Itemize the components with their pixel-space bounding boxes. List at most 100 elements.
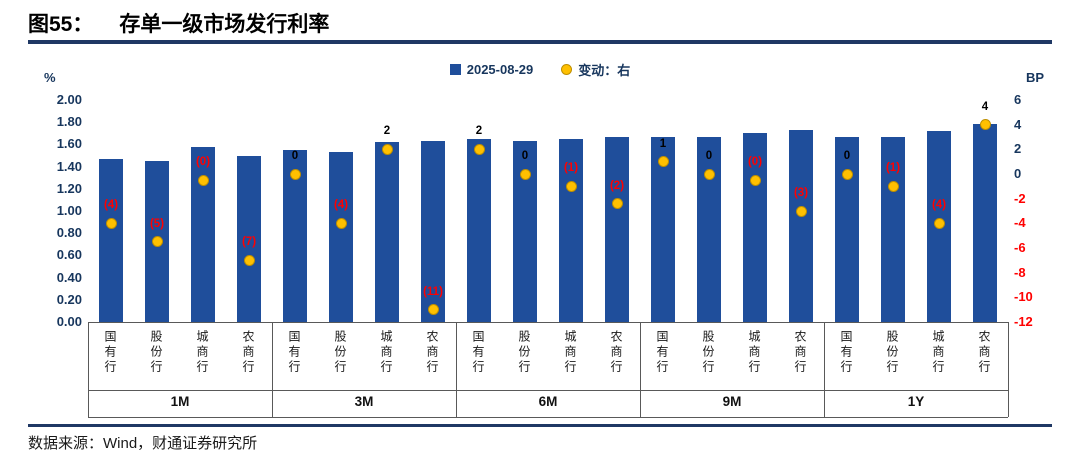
left-axis-tick-label: 1.20 — [56, 180, 82, 196]
change-label-3M-农商行: (11) — [423, 285, 443, 298]
bank-label: 城商行 — [379, 330, 393, 375]
change-dot-6M-农商行 — [611, 198, 623, 210]
bank-label: 股份行 — [517, 330, 531, 375]
left-axis-tick-label: 1.00 — [56, 203, 82, 218]
source-note: 数据来源：Wind，财通证券研究所 — [28, 435, 258, 452]
change-dot-1M-农商行 — [243, 254, 255, 266]
category-bottom-line — [88, 417, 1008, 418]
right-axis-tick-label: -2 — [1014, 190, 1026, 206]
change-dot-6M-股份行 — [519, 168, 531, 180]
bar-6M-国有行 — [467, 138, 491, 322]
bank-label: 股份行 — [885, 330, 899, 375]
change-dot-1Y-城商行 — [933, 217, 945, 229]
period-label-1M: 1M — [170, 394, 190, 409]
bar-9M-城商行 — [743, 133, 767, 322]
group-separator-line — [1008, 322, 1009, 417]
bar-9M-国有行 — [651, 136, 675, 322]
period-label-1Y: 1Y — [907, 394, 925, 409]
bank-label: 国有行 — [655, 330, 669, 375]
bar-3M-农商行 — [421, 141, 445, 322]
legend-bar-label: 2025-08-29 — [466, 62, 534, 77]
change-label-9M-农商行: (3) — [793, 187, 809, 199]
change-dot-1M-股份行 — [151, 236, 163, 248]
right-axis-unit: BP — [1026, 70, 1045, 85]
bank-label: 国有行 — [471, 330, 485, 375]
change-dot-1Y-农商行 — [979, 119, 991, 131]
change-label-1M-农商行: (7) — [241, 236, 257, 249]
legend-item-bars: 2025-08-29 — [449, 62, 534, 77]
bar-6M-城商行 — [559, 138, 583, 322]
group-separator-line — [824, 322, 825, 417]
bank-label: 股份行 — [701, 330, 715, 375]
right-axis-tick-label: 2 — [1014, 141, 1022, 157]
bar-1M-城商行 — [191, 146, 215, 322]
bank-label: 国有行 — [287, 330, 301, 375]
group-separator-line — [88, 322, 89, 417]
bank-label: 国有行 — [839, 330, 853, 375]
change-dot-1Y-股份行 — [887, 180, 899, 192]
right-axis-tick-label: -6 — [1014, 240, 1026, 255]
right-axis-tick-label: -4 — [1014, 215, 1026, 231]
bank-label: 农商行 — [977, 330, 991, 375]
change-label-6M-城商行: (1) — [563, 162, 579, 175]
change-dot-9M-农商行 — [795, 205, 807, 217]
change-dot-9M-股份行 — [703, 168, 715, 180]
change-dot-9M-国有行 — [657, 156, 669, 168]
bank-label: 城商行 — [747, 330, 761, 375]
change-label-1Y-国有行: 0 — [843, 150, 851, 162]
change-dot-1Y-国有行 — [841, 168, 853, 180]
period-label-9M: 9M — [722, 394, 742, 409]
left-axis-tick-label: 1.60 — [56, 136, 82, 152]
change-label-3M-股份行: (4) — [333, 199, 349, 212]
chart-legend: 2025-08-29 变动：右 — [0, 60, 1080, 79]
left-axis-tick-label: 0.80 — [56, 225, 82, 241]
left-axis-tick-label: 1.80 — [56, 114, 82, 130]
change-label-3M-城商行: 2 — [383, 125, 391, 138]
change-label-6M-农商行: (2) — [609, 179, 625, 192]
footer-divider — [28, 424, 1052, 427]
change-dot-3M-股份行 — [335, 217, 347, 229]
change-dot-1M-国有行 — [105, 217, 117, 229]
change-label-9M-国有行: 1 — [659, 137, 667, 150]
bar-3M-股份行 — [329, 152, 353, 322]
bank-label: 农商行 — [609, 330, 623, 375]
change-label-3M-国有行: 0 — [291, 150, 299, 162]
change-label-6M-股份行: 0 — [521, 150, 529, 162]
bar-1M-国有行 — [99, 158, 123, 322]
figure-header: 图55： 存单一级市场发行利率 — [28, 8, 329, 38]
change-dot-9M-城商行 — [749, 174, 761, 186]
legend-bar-swatch-icon — [449, 64, 461, 75]
change-label-9M-股份行: 0 — [705, 150, 713, 162]
group-separator-line — [272, 322, 273, 417]
right-axis-tick-label: -12 — [1014, 314, 1033, 329]
category-divider-line — [88, 390, 1008, 391]
change-dot-1M-城商行 — [197, 174, 209, 186]
left-axis-unit: % — [44, 70, 56, 85]
period-label-6M: 6M — [538, 394, 558, 409]
right-axis-tick-label: 6 — [1014, 92, 1022, 107]
right-axis-tick-label: 4 — [1014, 116, 1022, 132]
bank-label: 城商行 — [195, 330, 209, 375]
change-label-1M-国有行: (4) — [103, 199, 119, 212]
bank-label: 农商行 — [793, 330, 807, 375]
bar-3M-城商行 — [375, 142, 399, 322]
bar-1Y-股份行 — [881, 136, 905, 322]
bar-9M-农商行 — [789, 129, 813, 322]
bar-1Y-农商行 — [973, 124, 997, 322]
left-axis-tick-label: 0.00 — [56, 314, 82, 329]
period-label-3M: 3M — [354, 394, 374, 409]
left-axis-tick-label: 0.60 — [56, 247, 82, 263]
change-label-1Y-农商行: 4 — [981, 100, 989, 113]
bank-label: 农商行 — [241, 330, 255, 375]
change-label-1M-城商行: (0) — [195, 156, 211, 169]
change-label-9M-城商行: (0) — [747, 156, 763, 169]
change-dot-3M-农商行 — [427, 304, 439, 316]
bank-label: 股份行 — [149, 330, 163, 375]
change-dot-6M-国有行 — [473, 143, 485, 155]
change-dot-3M-国有行 — [289, 168, 301, 180]
title-divider — [28, 40, 1052, 44]
bank-label: 城商行 — [563, 330, 577, 375]
left-axis-tick-label: 2.00 — [56, 92, 82, 107]
